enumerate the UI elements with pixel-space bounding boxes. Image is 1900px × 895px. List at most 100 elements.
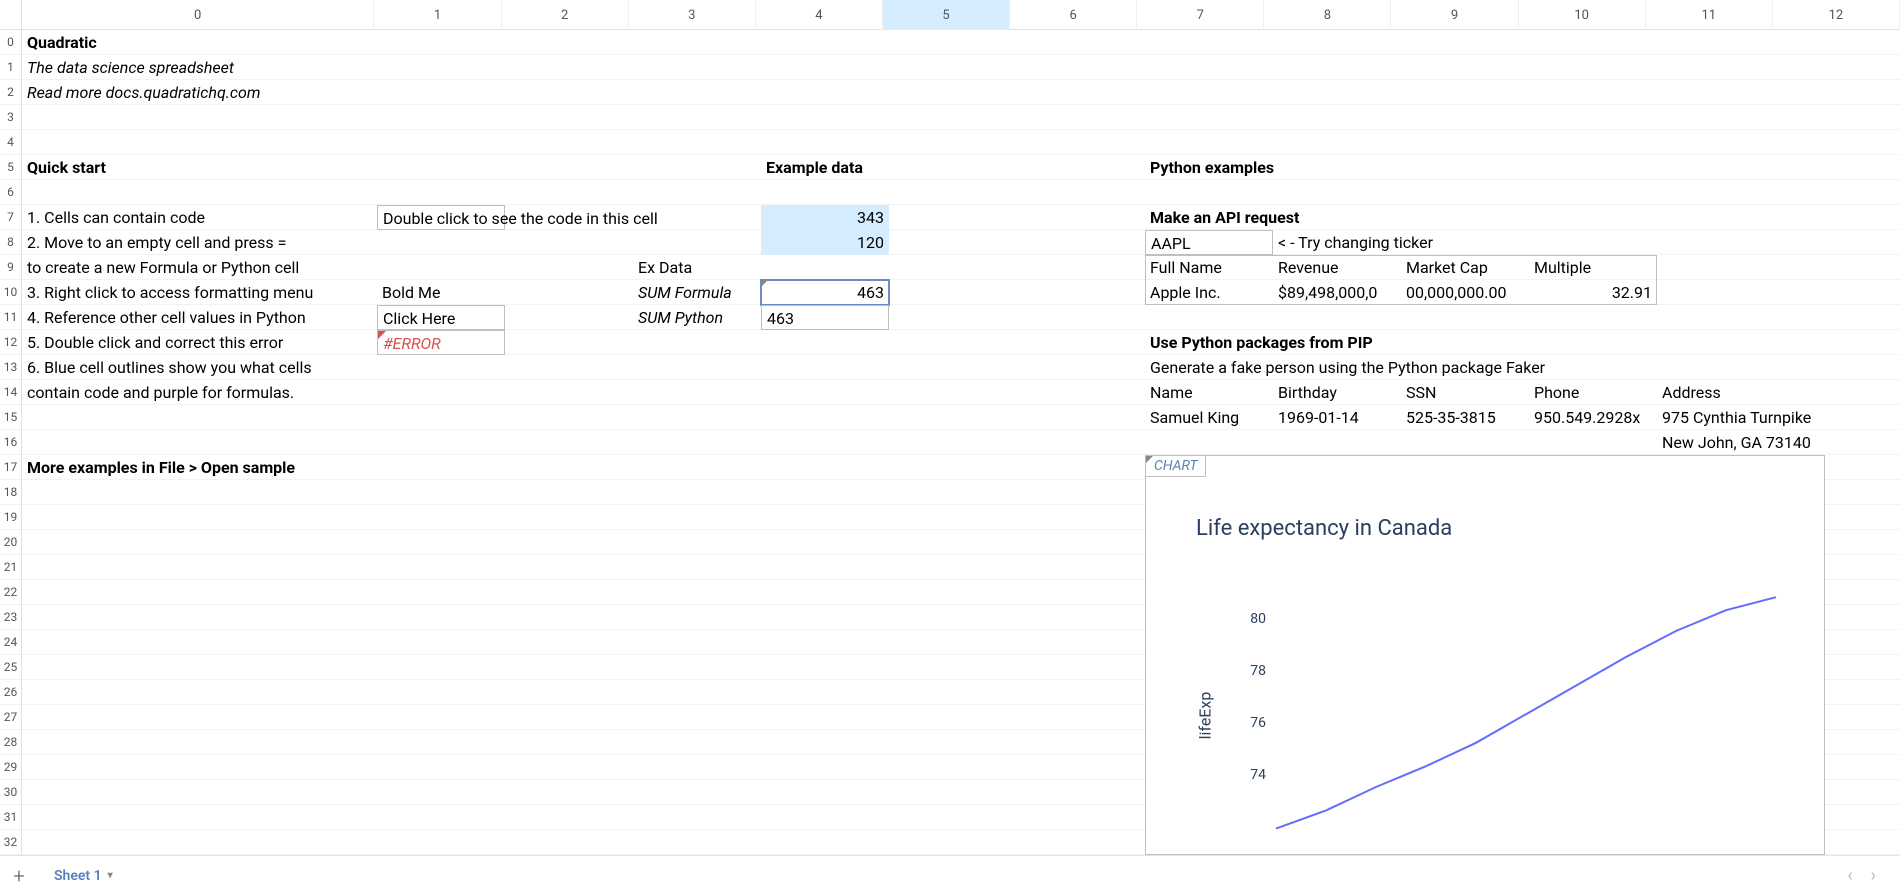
row-header[interactable]: 32 (0, 830, 22, 855)
row-header[interactable]: 30 (0, 780, 22, 805)
cell[interactable]: Python examples (1145, 155, 1273, 180)
cell[interactable]: Quick start (22, 155, 377, 180)
cell[interactable]: < - Try changing ticker (1273, 230, 1401, 255)
row-header[interactable]: 12 (0, 330, 22, 355)
corner-cell[interactable] (0, 0, 22, 30)
col-header[interactable]: 5 (883, 0, 1010, 30)
col-header[interactable]: 4 (756, 0, 883, 30)
cell[interactable]: SUM Formula (633, 280, 761, 305)
col-header[interactable]: 0 (22, 0, 375, 30)
row-header[interactable]: 1 (0, 55, 22, 80)
cell[interactable]: The data science spreadsheet (22, 55, 377, 80)
row-header[interactable]: 17 (0, 455, 22, 480)
grid-body[interactable]: Quadratic The data science spreadsheet R… (22, 30, 1900, 855)
cell[interactable]: Apple Inc. (1145, 280, 1273, 305)
cell-code[interactable]: Double click to see the code in this cel… (377, 205, 505, 230)
cell[interactable]: Use Python packages from PIP (1145, 330, 1273, 355)
dropdown-icon[interactable]: ▾ (108, 870, 113, 881)
cell[interactable]: Bold Me (377, 280, 505, 305)
cell[interactable]: 343 (761, 205, 889, 230)
row-header[interactable]: 26 (0, 680, 22, 705)
cell[interactable]: Phone (1529, 380, 1657, 405)
cell[interactable]: More examples in File > Open sample (22, 455, 377, 480)
cell[interactable]: 2. Move to an empty cell and press = (22, 230, 377, 255)
row-header[interactable]: 29 (0, 755, 22, 780)
cell[interactable]: Generate a fake person using the Python … (1145, 355, 1273, 380)
cell-code[interactable]: 463 (761, 305, 889, 330)
row-header[interactable]: 24 (0, 630, 22, 655)
row-header[interactable]: 7 (0, 205, 22, 230)
sheet-tab[interactable]: Sheet 1 ▾ (46, 864, 121, 888)
row-header[interactable]: 21 (0, 555, 22, 580)
row-header[interactable]: 23 (0, 605, 22, 630)
col-header[interactable]: 2 (502, 0, 629, 30)
row-header[interactable]: 15 (0, 405, 22, 430)
cell[interactable]: $89,498,000,0 (1273, 280, 1401, 305)
chart-box[interactable]: CHART Life expectancy in Canada lifeExp … (1145, 455, 1825, 855)
cell[interactable]: 3. Right click to access formatting menu (22, 280, 377, 305)
cell[interactable]: 525-35-3815 (1401, 405, 1529, 430)
cell[interactable]: SUM Python (633, 305, 761, 330)
row-header[interactable]: 3 (0, 105, 22, 130)
nav-right-icon[interactable]: › (1871, 865, 1876, 886)
cell[interactable]: 4. Reference other cell values in Python (22, 305, 377, 330)
cell[interactable]: SSN (1401, 380, 1529, 405)
row-header[interactable]: 10 (0, 280, 22, 305)
col-header[interactable]: 1 (374, 0, 501, 30)
cell[interactable]: Samuel King (1145, 405, 1273, 430)
row-header[interactable]: 2 (0, 80, 22, 105)
row-header[interactable]: 19 (0, 505, 22, 530)
col-header[interactable]: 9 (1391, 0, 1518, 30)
row-header[interactable]: 27 (0, 705, 22, 730)
cell[interactable]: to create a new Formula or Python cell (22, 255, 377, 280)
cell[interactable]: 5. Double click and correct this error (22, 330, 377, 355)
cell[interactable]: 1969-01-14 (1273, 405, 1401, 430)
col-header[interactable]: 11 (1646, 0, 1773, 30)
col-header[interactable]: 3 (629, 0, 756, 30)
cell[interactable]: Multiple (1529, 255, 1657, 280)
row-header[interactable]: 16 (0, 430, 22, 455)
col-header[interactable]: 10 (1519, 0, 1646, 30)
cell[interactable]: 1. Cells can contain code (22, 205, 377, 230)
add-sheet-button[interactable]: + (6, 863, 32, 889)
row-header[interactable]: 4 (0, 130, 22, 155)
row-header[interactable]: 31 (0, 805, 22, 830)
cell[interactable]: 950.549.2928x (1529, 405, 1657, 430)
col-header[interactable]: 6 (1010, 0, 1137, 30)
row-header[interactable]: 28 (0, 730, 22, 755)
cell[interactable]: Address (1657, 380, 1785, 405)
cell-error[interactable]: #ERROR (377, 330, 505, 355)
row-header[interactable]: 11 (0, 305, 22, 330)
cell[interactable]: Quadratic (22, 30, 377, 55)
row-header[interactable]: 0 (0, 30, 22, 55)
chart-tab[interactable]: CHART (1145, 455, 1206, 477)
cell[interactable]: Full Name (1145, 255, 1273, 280)
row-header[interactable]: 14 (0, 380, 22, 405)
row-header[interactable]: 18 (0, 480, 22, 505)
nav-left-icon[interactable]: ‹ (1847, 865, 1852, 886)
cell[interactable]: Revenue (1273, 255, 1401, 280)
row-header[interactable]: 8 (0, 230, 22, 255)
cell[interactable]: Birthday (1273, 380, 1401, 405)
cell[interactable]: 32.91 (1529, 280, 1657, 305)
cell[interactable]: New John, GA 73140 (1657, 430, 1785, 455)
cell-selected[interactable]: 463 (761, 280, 889, 305)
cell-code[interactable]: Click Here (377, 305, 505, 330)
cell-ticker-input[interactable]: AAPL (1145, 230, 1273, 255)
cell[interactable]: Market Cap (1401, 255, 1529, 280)
row-header[interactable]: 22 (0, 580, 22, 605)
row-header[interactable]: 25 (0, 655, 22, 680)
row-header[interactable]: 5 (0, 155, 22, 180)
col-header[interactable]: 8 (1264, 0, 1391, 30)
cell[interactable]: Make an API request (1145, 205, 1273, 230)
row-header[interactable]: 13 (0, 355, 22, 380)
col-header[interactable]: 12 (1773, 0, 1900, 30)
row-header[interactable]: 9 (0, 255, 22, 280)
cell[interactable]: contain code and purple for formulas. (22, 380, 377, 405)
cell[interactable]: Example data (761, 155, 889, 180)
row-header[interactable]: 6 (0, 180, 22, 205)
col-header[interactable]: 7 (1137, 0, 1264, 30)
row-header[interactable]: 20 (0, 530, 22, 555)
cell[interactable]: Ex Data (633, 255, 761, 280)
cell[interactable]: 6. Blue cell outlines show you what cell… (22, 355, 377, 380)
